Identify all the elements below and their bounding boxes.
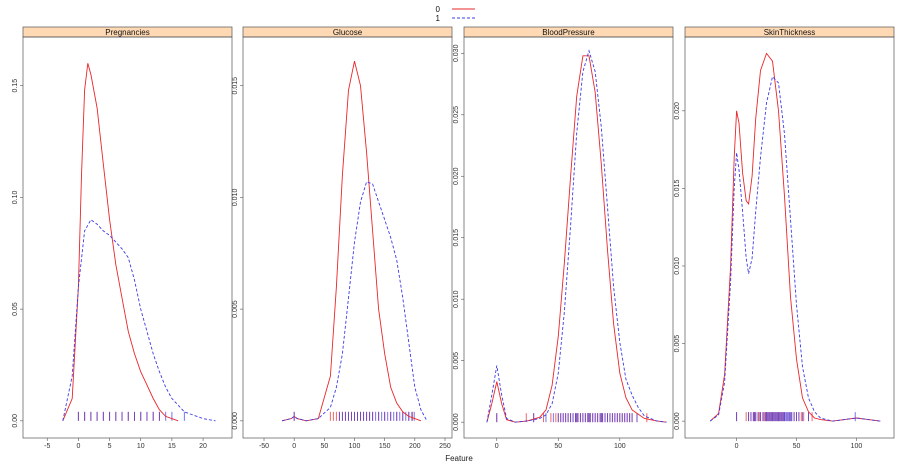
density-line-1 <box>62 219 216 422</box>
density-line-1 <box>709 75 881 422</box>
x-tick-label: 50 <box>554 443 562 450</box>
x-tick-label: 150 <box>379 443 391 450</box>
x-tick-label: 250 <box>439 443 451 450</box>
panel-title: Pregnancies <box>105 28 149 37</box>
y-tick-label: 0.005 <box>453 352 460 370</box>
x-axis-label: Feature <box>445 454 473 463</box>
panel-skinthickness: SkinThickness 0.000 0.005 0.010 0.015 0.020 0 5… <box>674 26 895 450</box>
y-tick-label: 0.005 <box>674 335 681 353</box>
y-tick-label: 0.15 <box>12 79 19 93</box>
x-tick-label: 0 <box>292 443 296 450</box>
x-tick-label: 0 <box>76 443 80 450</box>
y-tick-label: 0.015 <box>674 180 681 198</box>
x-tick-label: 100 <box>614 443 626 450</box>
panel-title: BloodPressure <box>542 28 595 37</box>
y-tick-label: 0.00 <box>12 414 19 428</box>
x-tick-label: 0 <box>495 443 499 450</box>
legend: 01 <box>436 5 475 23</box>
x-tick-label: 0 <box>735 443 739 450</box>
x-tick-label: -50 <box>259 443 269 450</box>
legend-label-1: 1 <box>436 14 441 23</box>
panel-frame <box>242 36 453 439</box>
panel-bloodpressure: BloodPressure 0.000 0.005 0.010 0.015 0.020 0.… <box>453 26 674 450</box>
y-tick-label: 0.10 <box>12 190 19 204</box>
y-tick-label: 0.005 <box>232 300 239 318</box>
x-tick-label: 20 <box>199 443 207 450</box>
y-tick-label: 0.000 <box>232 412 239 430</box>
density-line-1 <box>281 181 428 422</box>
density-line-0 <box>62 63 179 422</box>
density-line-0 <box>709 52 881 422</box>
x-tick-label: 50 <box>320 443 328 450</box>
y-tick-label: 0.020 <box>453 167 460 185</box>
y-tick-label: 0.000 <box>674 412 681 430</box>
panel-frame <box>22 36 233 439</box>
y-tick-label: 0.010 <box>453 290 460 308</box>
x-tick-label: 100 <box>851 443 863 450</box>
density-line-0 <box>281 60 422 422</box>
density-line-1 <box>486 49 667 423</box>
x-tick-label: 50 <box>793 443 801 450</box>
x-tick-label: 5 <box>108 443 112 450</box>
x-tick-label: 15 <box>168 443 176 450</box>
x-tick-label: 10 <box>137 443 145 450</box>
x-tick-label: 200 <box>409 443 421 450</box>
y-tick-label: 0.025 <box>453 106 460 124</box>
y-tick-label: 0.030 <box>453 44 460 62</box>
panel-title: SkinThickness <box>764 28 816 37</box>
y-tick-label: 0.000 <box>453 413 460 431</box>
panel-title: Glucose <box>333 28 363 37</box>
legend-label-0: 0 <box>436 5 441 14</box>
density-line-0 <box>486 55 667 423</box>
y-tick-label: 0.010 <box>674 257 681 275</box>
y-tick-label: 0.015 <box>453 229 460 247</box>
panel-frame <box>684 36 895 439</box>
y-tick-label: 0.020 <box>674 102 681 120</box>
y-tick-label: 0.05 <box>12 302 19 316</box>
x-tick-label: 100 <box>349 443 361 450</box>
panel-glucose: Glucose 0.000 0.005 0.010 0.015 -50 0 50 100 150 2… <box>232 26 453 450</box>
y-tick-label: 0.015 <box>232 77 239 95</box>
panel-pregnancies: Pregnancies 0.00 0.05 0.10 0.15 -5 0 5 10 15 20 <box>12 26 233 450</box>
y-tick-label: 0.010 <box>232 189 239 207</box>
panel-frame <box>463 36 674 439</box>
x-tick-label: -5 <box>44 443 50 450</box>
